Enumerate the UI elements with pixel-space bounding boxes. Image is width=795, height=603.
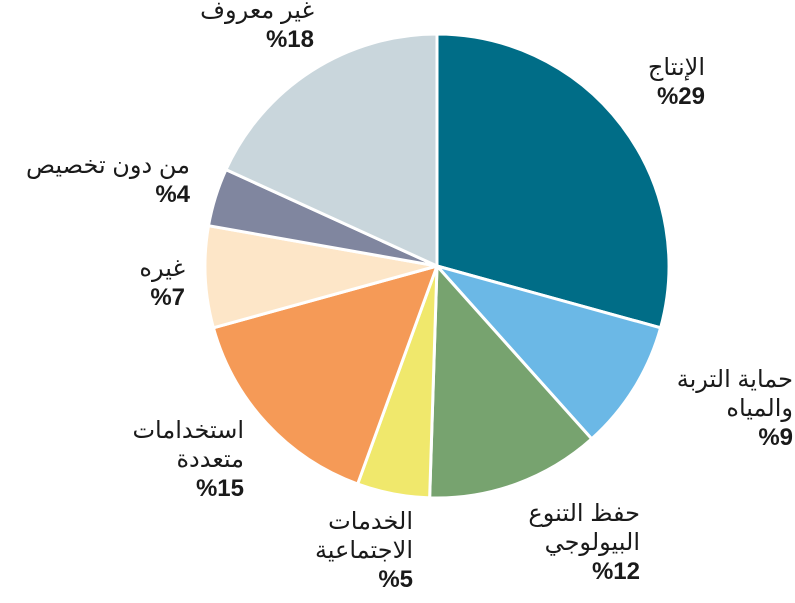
pie-slice-5 bbox=[211, 264, 439, 486]
slice-value-label: %9 bbox=[758, 423, 793, 451]
slice-label-text: غير معروف bbox=[200, 0, 314, 24]
slice-label-2: حماية التربة والمياه %9 bbox=[653, 366, 793, 452]
slice-label-text: استخدامات متعددة bbox=[132, 417, 244, 473]
slice-label-text: الخدمات الاجتماعية bbox=[314, 508, 413, 564]
slice-label-6: غيره %7 bbox=[65, 255, 185, 313]
slice-label-1: الإنتاج %29 bbox=[565, 54, 705, 112]
slice-label-4: الخدمات الاجتماعية %5 bbox=[293, 508, 413, 594]
slice-label-5: استخدامات متعددة %15 bbox=[114, 417, 244, 503]
slice-value-label: %29 bbox=[656, 82, 705, 110]
slice-value-label: %7 bbox=[150, 283, 185, 311]
slice-label-text: غيره bbox=[139, 255, 185, 282]
slice-value-label: %18 bbox=[265, 25, 314, 53]
slice-value-label: %5 bbox=[378, 565, 413, 593]
slice-label-text: حفظ التنوع البيولوجي bbox=[528, 500, 640, 556]
pie-slice-8 bbox=[224, 32, 439, 268]
slice-label-7: من دون تخصيص %4 bbox=[0, 152, 190, 210]
slice-value-label: %12 bbox=[591, 557, 640, 585]
slice-label-8: غير معروف %18 bbox=[164, 0, 314, 55]
slice-value-label: %15 bbox=[195, 474, 244, 502]
pie-slice-6 bbox=[203, 224, 439, 330]
slice-label-3: حفظ التنوع البيولوجي %12 bbox=[510, 500, 640, 586]
slice-label-text: الإنتاج bbox=[647, 54, 705, 81]
slice-label-text: حماية التربة والمياه bbox=[676, 366, 793, 422]
slice-label-text: من دون تخصيص bbox=[26, 152, 190, 179]
pie-slice-2 bbox=[435, 264, 663, 441]
slice-value-label: %4 bbox=[155, 180, 190, 208]
pie-slice-1 bbox=[435, 32, 671, 330]
pie-slice-3 bbox=[428, 264, 594, 500]
